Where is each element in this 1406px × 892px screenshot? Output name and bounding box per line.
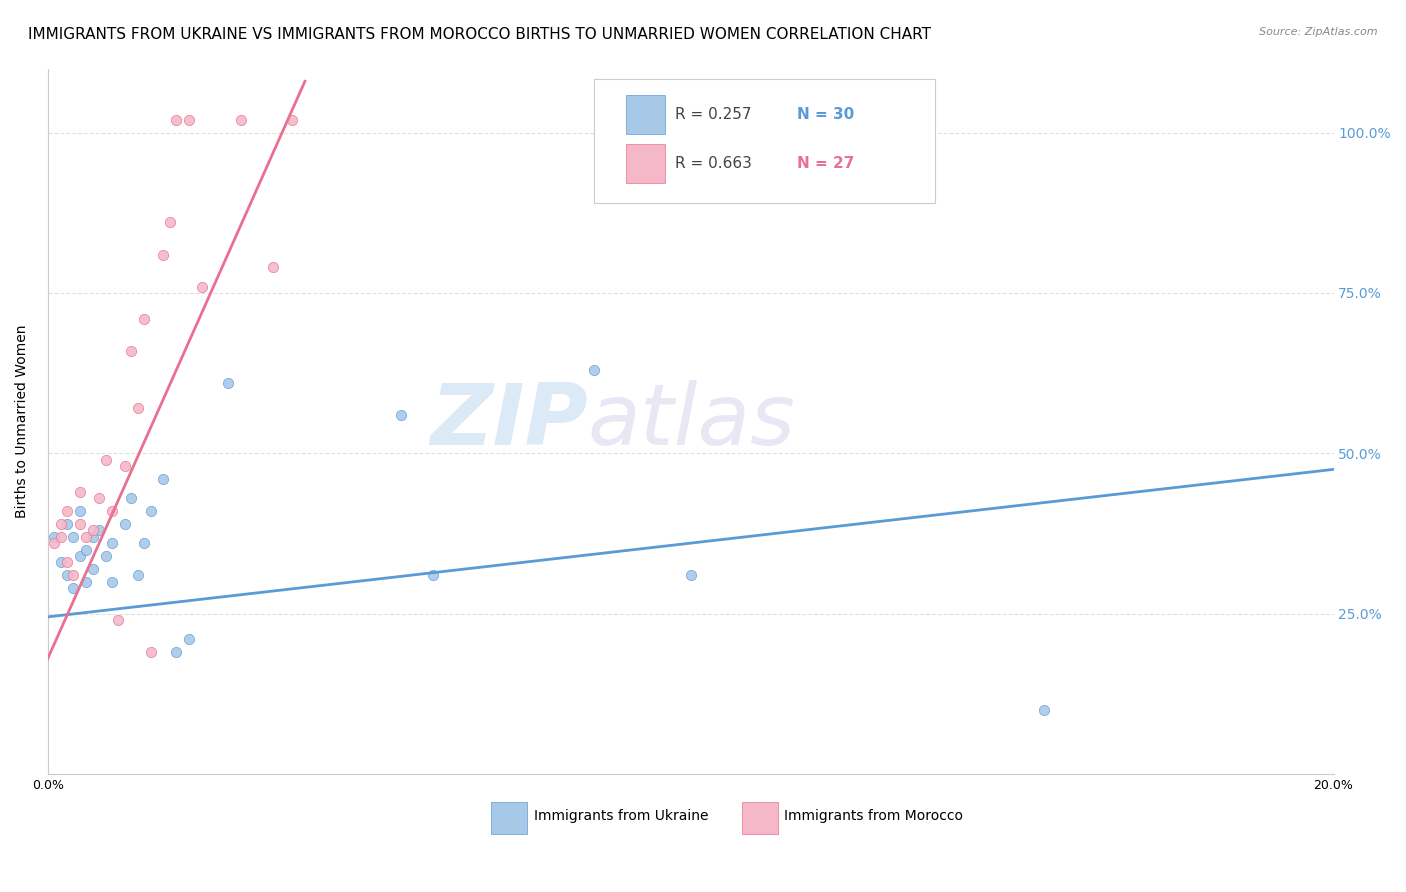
Point: [62, 530, 84, 544]
Point: [107, 613, 129, 627]
Point: [127, 401, 149, 416]
Point: [281, 112, 304, 127]
Point: [75, 530, 97, 544]
Point: [62, 581, 84, 595]
Point: [56, 504, 79, 518]
Text: R = 0.663: R = 0.663: [675, 156, 752, 171]
Point: [152, 247, 174, 261]
Point: [120, 343, 142, 358]
Point: [134, 311, 156, 326]
Point: [262, 260, 284, 275]
Point: [114, 459, 136, 474]
Point: [69, 516, 91, 531]
Y-axis label: Births to Unmarried Women: Births to Unmarried Women: [15, 325, 30, 518]
Text: Source: ZipAtlas.com: Source: ZipAtlas.com: [1260, 27, 1378, 37]
Point: [82, 562, 104, 576]
Point: [389, 408, 412, 422]
FancyBboxPatch shape: [626, 95, 665, 134]
Point: [159, 215, 181, 229]
FancyBboxPatch shape: [491, 802, 527, 834]
Point: [101, 504, 124, 518]
Point: [139, 504, 162, 518]
Point: [114, 516, 136, 531]
Point: [56, 516, 79, 531]
Text: N = 30: N = 30: [797, 107, 855, 122]
Point: [101, 536, 124, 550]
Point: [101, 574, 124, 589]
Point: [422, 568, 444, 582]
Point: [94, 452, 117, 467]
FancyBboxPatch shape: [742, 802, 778, 834]
Point: [229, 112, 252, 127]
Point: [49, 530, 72, 544]
Point: [179, 112, 201, 127]
Point: [191, 279, 214, 293]
Text: atlas: atlas: [588, 380, 796, 463]
Point: [139, 645, 162, 659]
Point: [75, 574, 97, 589]
Point: [69, 504, 91, 518]
FancyBboxPatch shape: [626, 145, 665, 183]
FancyBboxPatch shape: [595, 79, 935, 202]
Point: [49, 555, 72, 569]
Point: [69, 549, 91, 563]
Point: [75, 542, 97, 557]
Point: [179, 632, 201, 647]
Point: [583, 363, 606, 377]
Point: [165, 112, 187, 127]
Point: [56, 568, 79, 582]
Point: [127, 568, 149, 582]
Point: [49, 516, 72, 531]
Point: [89, 491, 111, 506]
Point: [165, 645, 187, 659]
Point: [89, 524, 111, 538]
Point: [56, 555, 79, 569]
Point: [44, 530, 66, 544]
Point: [44, 536, 66, 550]
Point: [69, 484, 91, 499]
Point: [62, 568, 84, 582]
Point: [152, 472, 174, 486]
Point: [82, 524, 104, 538]
Text: R = 0.257: R = 0.257: [675, 107, 752, 122]
Point: [217, 376, 239, 390]
Point: [82, 530, 104, 544]
Point: [134, 536, 156, 550]
Text: Immigrants from Ukraine: Immigrants from Ukraine: [534, 809, 709, 823]
Text: N = 27: N = 27: [797, 156, 855, 171]
Text: Immigrants from Morocco: Immigrants from Morocco: [785, 809, 963, 823]
Point: [120, 491, 142, 506]
Text: IMMIGRANTS FROM UKRAINE VS IMMIGRANTS FROM MOROCCO BIRTHS TO UNMARRIED WOMEN COR: IMMIGRANTS FROM UKRAINE VS IMMIGRANTS FR…: [28, 27, 931, 42]
Text: ZIP: ZIP: [430, 380, 588, 463]
Point: [679, 568, 702, 582]
Point: [94, 549, 117, 563]
Point: [1033, 703, 1056, 717]
